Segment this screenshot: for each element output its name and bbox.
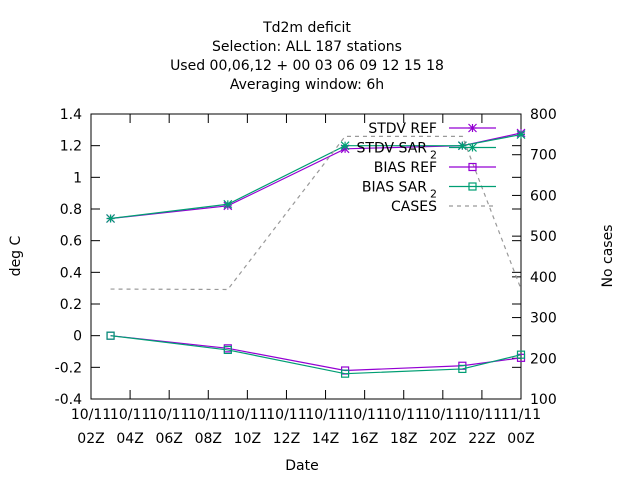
chart-title-line-4: Averaging window: 6h (230, 77, 384, 93)
axis-ticks: -0.4 -0.2 0 0.2 0.4 0.6 0.8 1 1.2 1.4 100 200 300 400… (55, 107, 557, 447)
y-tick-label: 0 (73, 329, 82, 345)
data-point-1 (340, 141, 350, 151)
legend-label-1: STDV SAR 2 (357, 141, 437, 162)
data-point-1 (516, 130, 526, 140)
legend-marker-3 (468, 182, 477, 191)
x-tick-label-date: 10/11 (71, 407, 111, 423)
x-tick-label-date: 10/11 (266, 407, 306, 423)
x-tick-label-date: 10/11 (227, 407, 267, 423)
x-tick-label-date: 10/11 (384, 407, 424, 423)
legend-label-text: STDV SAR (357, 141, 428, 157)
data-point-1 (223, 199, 233, 209)
legend-label-text: CASES (391, 199, 437, 215)
y2-tick-label: 300 (530, 311, 557, 327)
y-tick-label: 1 (73, 170, 82, 186)
x-tick-label-hour: 08Z (195, 431, 222, 447)
x-tick-label-hour: 14Z (312, 431, 339, 447)
y-tick-label: 0.8 (60, 202, 82, 218)
y2-axis-label: No cases (600, 225, 616, 288)
y2-tick-label: 500 (530, 229, 557, 245)
x-tick-label-hour: 02Z (77, 431, 104, 447)
legend-marker-1 (468, 143, 477, 152)
y2-tick-label: 700 (530, 148, 557, 164)
x-tick-label-hour: 10Z (234, 431, 261, 447)
chart-title-line-1: Td2m deficit (262, 20, 351, 36)
y-tick-label: 1.4 (60, 107, 82, 123)
x-tick-label-hour: 00Z (507, 431, 534, 447)
data-point-3 (106, 331, 115, 340)
x-tick-label-hour: 20Z (429, 431, 456, 447)
series-line-4 (110, 135, 522, 291)
chart-titles: Td2m deficit Selection: ALL 187 stations… (170, 20, 444, 93)
y2-tick-label: 100 (530, 392, 557, 408)
x-axis-label: Date (285, 458, 318, 474)
y-axis-label: deg C (8, 235, 24, 276)
data-point-3 (223, 345, 232, 355)
legend-label-subscript: 2 (430, 188, 437, 201)
x-tick-label-hour: 06Z (155, 431, 182, 447)
chart-title-line-2: Selection: ALL 187 stations (212, 39, 402, 55)
chart-title-line-3: Used 00,06,12 + 00 03 06 09 12 15 18 (170, 58, 444, 74)
legend-label-0: STDV REF (368, 121, 437, 137)
data-point-1 (106, 214, 115, 223)
x-tick-label-date: 10/11 (423, 407, 463, 423)
x-tick-label-hour: 16Z (351, 431, 378, 447)
y-tick-label: 1.2 (60, 139, 82, 155)
series-line-3 (110, 335, 522, 375)
legend-label-2: BIAS REF (374, 160, 437, 176)
y-tick-label: 0.2 (60, 297, 82, 313)
y-tick-label: 0.6 (60, 234, 82, 250)
y2-tick-label: 200 (530, 351, 557, 367)
x-tick-label-date: 10/11 (344, 407, 384, 423)
plot-frame (90, 113, 522, 400)
x-tick-label-date: 10/11 (188, 407, 228, 423)
legend-label-4: CASES (391, 199, 437, 215)
x-tick-label-hour: 18Z (390, 431, 417, 447)
x-tick-label-date: 10/11 (462, 407, 502, 423)
x-tick-label-hour: 12Z (273, 431, 300, 447)
data-point-3 (340, 369, 350, 378)
legend-marker-2 (468, 162, 477, 172)
x-tick-label-hour: 22Z (468, 431, 495, 447)
x-tick-label-hour: 04Z (116, 431, 143, 447)
data-point-3 (516, 350, 526, 359)
legend-label-subscript: 2 (430, 149, 437, 162)
y2-tick-label: 800 (530, 107, 557, 123)
data-point-3 (458, 364, 467, 374)
y-tick-label: 0.4 (60, 265, 82, 281)
y-tick-label: -0.2 (55, 360, 82, 376)
legend-label-text: STDV REF (368, 121, 437, 137)
legend-label-text: BIAS REF (374, 160, 437, 176)
legend-label-3: BIAS SAR 2 (362, 180, 437, 201)
series-layer (106, 128, 526, 378)
legend-label-text: BIAS SAR (362, 180, 427, 196)
x-tick-label-date: 10/11 (149, 407, 189, 423)
y2-tick-label: 600 (530, 188, 557, 204)
legend-marker-0 (468, 123, 477, 133)
x-tick-label-date: 11/11 (501, 407, 541, 423)
y2-tick-label: 400 (530, 270, 557, 286)
y-tick-label: -0.4 (55, 392, 82, 408)
x-tick-label-date: 10/11 (305, 407, 345, 423)
x-tick-label-date: 10/11 (110, 407, 150, 423)
